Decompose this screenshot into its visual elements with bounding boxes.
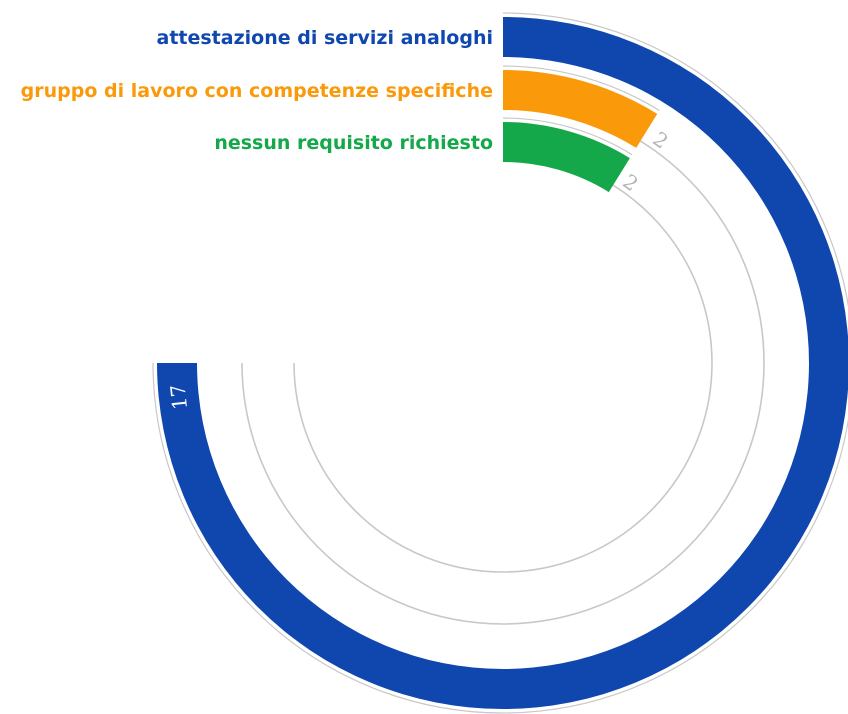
track-ring-2 bbox=[241, 101, 765, 625]
bar-2[interactable] bbox=[503, 70, 658, 148]
bar-1[interactable] bbox=[157, 17, 848, 709]
series-label-2: gruppo di lavoro con competenze specific… bbox=[21, 80, 493, 102]
bar-outline-2 bbox=[502, 65, 660, 111]
series-label-3: nessun requisito richiesto bbox=[214, 132, 493, 154]
chart-series-labels: attestazione di servizi analoghi gruppo d… bbox=[21, 27, 493, 154]
series-label-1: attestazione di servizi analoghi bbox=[157, 27, 494, 49]
bar-outline-3 bbox=[502, 117, 633, 156]
value-label-1: 17 bbox=[166, 383, 193, 411]
track-ring-3 bbox=[293, 153, 713, 573]
bar-3[interactable] bbox=[503, 122, 630, 193]
chart-bars bbox=[157, 17, 848, 709]
bar-outline-1 bbox=[152, 12, 848, 714]
